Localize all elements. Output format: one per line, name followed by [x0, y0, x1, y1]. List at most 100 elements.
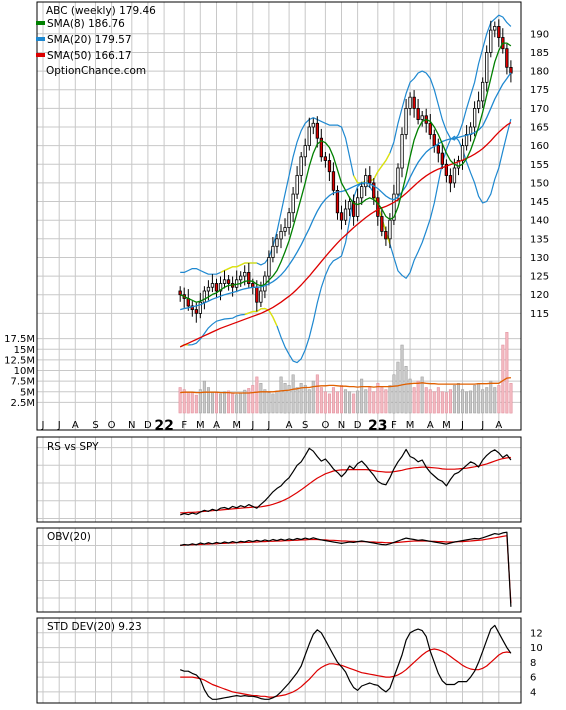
- candle-body-56: [404, 108, 408, 135]
- x-tick-label-18: D: [354, 420, 362, 431]
- candle-body-53: [392, 193, 396, 221]
- candle-body-23: [271, 245, 275, 258]
- x-tick-label-19: 23: [368, 418, 387, 434]
- candle-body-71: [464, 134, 469, 147]
- volume-bar-21: [263, 389, 267, 414]
- volume-bar-79: [497, 385, 501, 414]
- candle-body-43: [351, 201, 356, 217]
- std-tick-label-10: 10: [530, 643, 543, 654]
- volume-bar-38: [331, 387, 335, 414]
- volume-bar-81: [505, 332, 509, 414]
- volume-bar-31: [303, 385, 307, 414]
- candle-body-52: [388, 219, 392, 240]
- grid-layer: [37, 2, 521, 703]
- volume-bar-48: [372, 391, 376, 414]
- std-tick-label-4: 4: [530, 687, 536, 698]
- candle-body-26: [283, 227, 287, 232]
- candle-body-46: [364, 175, 368, 188]
- x-tick-label-5: N: [128, 420, 135, 431]
- candle-body-57: [408, 96, 412, 109]
- std-line: [179, 624, 512, 700]
- candle-body-6: [202, 290, 207, 303]
- volume-bar-70: [461, 389, 465, 414]
- candle-body-22: [267, 257, 271, 277]
- volume-bar-82: [509, 383, 513, 414]
- candle-body-15: [238, 275, 243, 281]
- volume-bar-0: [178, 387, 182, 414]
- volume-bar-20: [259, 383, 263, 414]
- price-legend: ABC (weekly) 179.46 SMA(8) 186.76 SMA(20…: [36, 5, 156, 77]
- volume-bar-51: [384, 389, 388, 414]
- candle-body-30: [299, 156, 303, 176]
- volume-bar-40: [340, 385, 344, 414]
- volume-bar-74: [477, 383, 481, 414]
- volume-bar-4: [194, 394, 198, 414]
- candle-body-8: [210, 283, 215, 288]
- volume-bar-11: [223, 391, 227, 414]
- volume-bar-33: [311, 380, 315, 414]
- price-tick-label-145: 145: [530, 197, 549, 208]
- candle-body-0: [178, 290, 182, 296]
- x-tick-label-6: D: [144, 420, 152, 431]
- volume-bar-66: [444, 392, 448, 414]
- volume-bar-22: [267, 392, 271, 414]
- volume-bar-12: [227, 390, 231, 414]
- x-tick-label-9: M: [196, 420, 205, 431]
- volume-bar-35: [319, 387, 323, 414]
- volume-bar-18: [251, 385, 255, 414]
- candle-body-69: [456, 160, 461, 169]
- volume-bar-29: [295, 387, 299, 414]
- legend-sma50: SMA(50) 166.17: [47, 50, 132, 62]
- price-tick-label-150: 150: [530, 178, 549, 189]
- candle-body-63: [432, 134, 436, 147]
- volume-bar-56: [404, 366, 408, 414]
- volume-bar-17: [247, 388, 251, 414]
- candle-body-66: [444, 163, 449, 176]
- candle-body-35: [319, 137, 324, 158]
- volume-bar-76: [485, 387, 489, 414]
- volume-bar-80: [501, 344, 505, 414]
- candle-body-65: [440, 152, 445, 165]
- candle-body-24: [275, 238, 279, 247]
- candle-body-67: [448, 175, 453, 184]
- volume-bar-61: [424, 387, 428, 414]
- volume-bar-57: [408, 378, 412, 414]
- legend-sma20-swatch: [36, 37, 45, 41]
- volume-bar-64: [436, 387, 440, 414]
- volume-bar-45: [360, 378, 364, 414]
- volume-bar-6: [202, 380, 206, 414]
- price-tick-label-160: 160: [530, 141, 549, 152]
- x-tick-label-25: J: [480, 420, 484, 431]
- rs-average-line: [180, 456, 511, 514]
- candle-body-75: [480, 81, 485, 102]
- candle-body-81: [505, 48, 509, 68]
- volume-bar-63: [432, 391, 436, 414]
- volume-bar-15: [239, 392, 243, 414]
- volume-tick-label-6: 17.5M: [4, 334, 35, 345]
- obv-line: [180, 531, 512, 607]
- candle-body-20: [259, 290, 263, 303]
- rs-panel: [180, 447, 512, 516]
- volume-bar-1: [182, 389, 186, 414]
- candle-body-41: [343, 208, 348, 221]
- candle-body-42: [347, 201, 352, 210]
- candle-body-3: [190, 305, 194, 310]
- x-tick-label-7: 22: [154, 418, 173, 434]
- candle-body-31: [303, 145, 307, 158]
- x-tick-label-23: M: [442, 420, 451, 431]
- candle-body-44: [355, 197, 360, 217]
- x-tick-label-17: N: [338, 420, 345, 431]
- volume-tick-label-1: 5M: [20, 387, 35, 398]
- volume-bar-3: [190, 392, 194, 414]
- x-tick-label-8: F: [181, 420, 187, 431]
- volume-bar-39: [335, 391, 339, 414]
- volume-bar-25: [279, 376, 283, 414]
- candle-body-50: [380, 216, 384, 232]
- price-tick-label-175: 175: [530, 85, 549, 96]
- candle-body-17: [247, 271, 251, 284]
- candle-body-28: [291, 193, 295, 214]
- volume-bar-19: [255, 376, 259, 414]
- legend-sma8-swatch: [36, 21, 45, 25]
- candle-body-32: [307, 126, 311, 147]
